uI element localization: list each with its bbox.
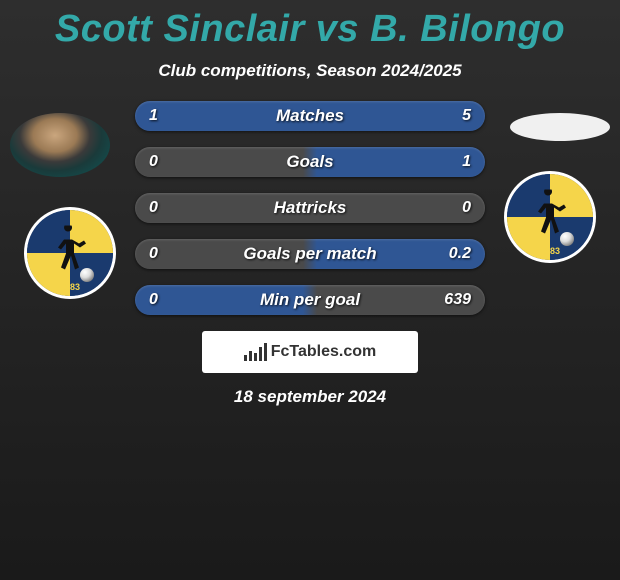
footer-date: 18 september 2024 bbox=[0, 387, 620, 407]
stat-label: Hattricks bbox=[135, 198, 485, 218]
crest-ball-icon bbox=[80, 268, 94, 282]
stat-label: Goals bbox=[135, 152, 485, 172]
player2-name: B. Bilongo bbox=[370, 8, 565, 50]
player2-crest: 1883 bbox=[504, 171, 596, 263]
bars-icon bbox=[244, 343, 267, 361]
player2-photo bbox=[510, 113, 610, 141]
stat-row: 0Hattricks0 bbox=[135, 193, 485, 223]
footer-brand-logo: FcTables.com bbox=[202, 331, 418, 373]
stat-label: Min per goal bbox=[135, 290, 485, 310]
stat-label: Goals per match bbox=[135, 244, 485, 264]
crest-inner: 1883 bbox=[27, 210, 113, 296]
footer-brand-text: FcTables.com bbox=[271, 343, 377, 361]
crest-inner: 1883 bbox=[507, 174, 593, 260]
comparison-card: Scott Sinclair vs B. Bilongo Club compet… bbox=[0, 0, 620, 580]
player1-crest: 1883 bbox=[24, 207, 116, 299]
crest-year: 1883 bbox=[27, 282, 113, 292]
player1-name: Scott Sinclair bbox=[55, 8, 305, 50]
page-title: Scott Sinclair vs B. Bilongo bbox=[0, 8, 620, 51]
stat-row: 0Goals per match0.2 bbox=[135, 239, 485, 269]
stat-row: 1Matches5 bbox=[135, 101, 485, 131]
stats-table: 1Matches5 0Goals1 0Hattricks0 0Goals per ma… bbox=[135, 101, 485, 315]
stat-row: 0Goals1 bbox=[135, 147, 485, 177]
crest-ball-icon bbox=[560, 232, 574, 246]
stat-row: 0Min per goal639 bbox=[135, 285, 485, 315]
stat-label: Matches bbox=[135, 106, 485, 126]
crest-year: 1883 bbox=[507, 246, 593, 256]
content-area: 1883 1883 1Matches5 0Goals1 0Hattricks0 0Go… bbox=[0, 101, 620, 407]
subtitle: Club competitions, Season 2024/2025 bbox=[0, 61, 620, 81]
title-vs: vs bbox=[316, 8, 359, 50]
player1-photo bbox=[10, 113, 110, 177]
